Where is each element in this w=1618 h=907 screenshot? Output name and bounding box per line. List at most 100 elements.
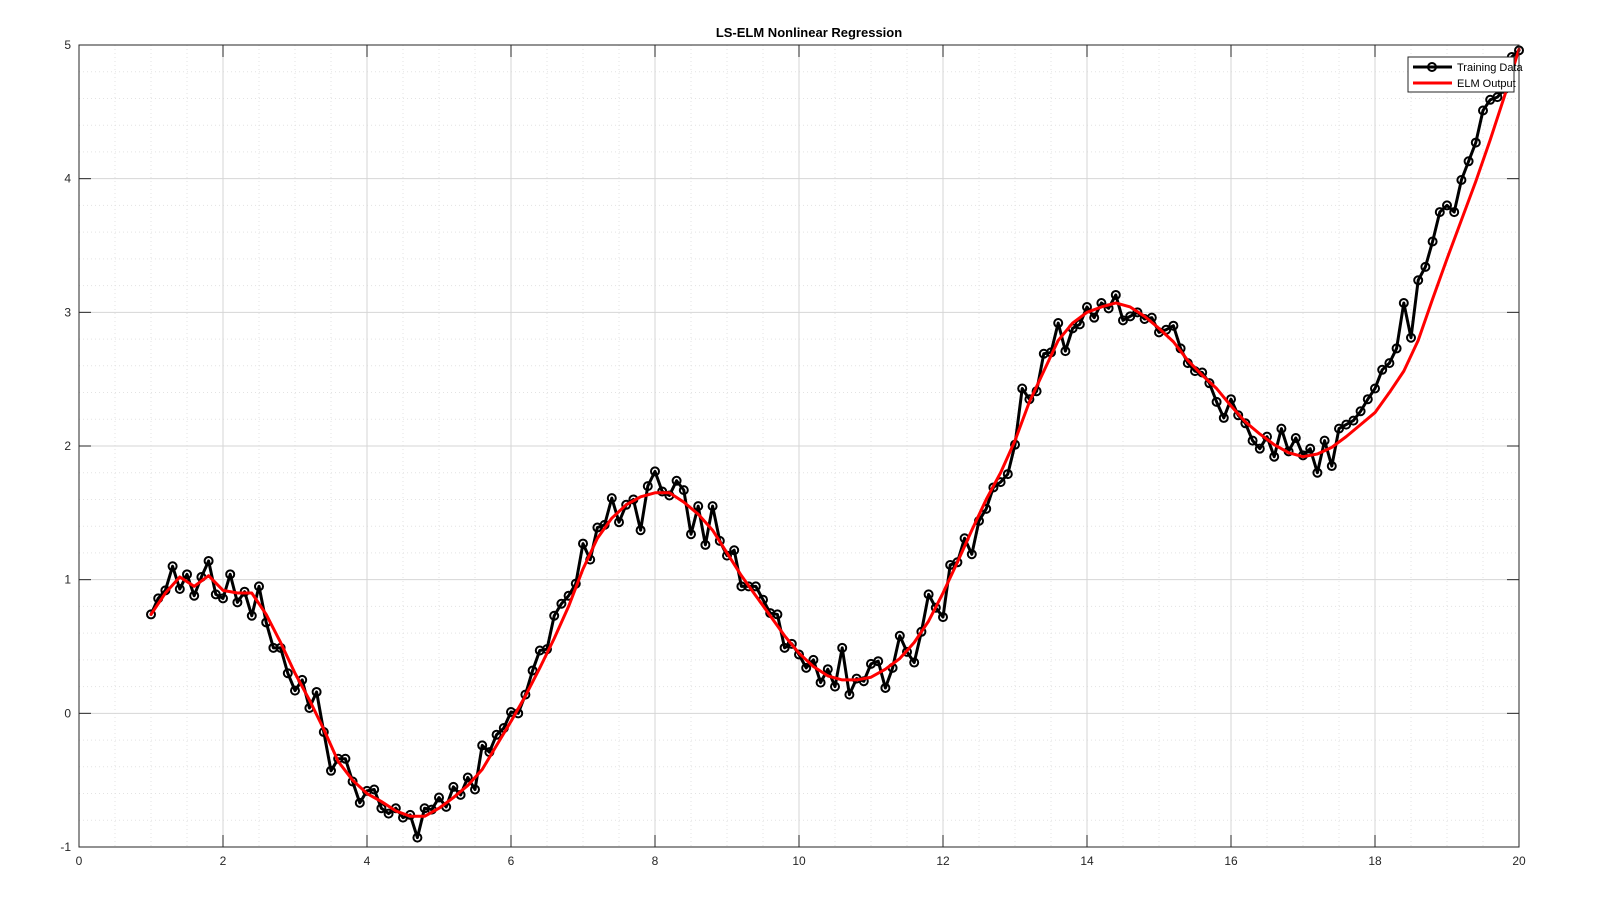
x-tick-label: 6 xyxy=(508,854,515,868)
training-data-point xyxy=(1233,410,1244,421)
training-data-point xyxy=(1254,443,1265,454)
y-tick-label: -1 xyxy=(60,840,71,854)
training-data-point xyxy=(1110,289,1121,300)
training-data-point xyxy=(894,630,905,641)
training-data-point xyxy=(477,740,488,751)
training-data-point xyxy=(786,638,797,649)
training-data-point xyxy=(1060,346,1071,357)
training-data-point xyxy=(880,682,891,693)
y-tick-label: 1 xyxy=(64,573,71,587)
training-data-point xyxy=(383,808,394,819)
training-data-point xyxy=(1420,261,1431,272)
training-data-point xyxy=(527,665,538,676)
training-data-point xyxy=(1204,378,1215,389)
x-tick-label: 10 xyxy=(792,854,806,868)
training-data-point xyxy=(1118,315,1128,326)
x-tick-label: 14 xyxy=(1080,854,1094,868)
x-tick-label: 8 xyxy=(652,854,659,868)
chart-title: LS-ELM Nonlinear Regression xyxy=(716,25,902,40)
training-data-point xyxy=(462,772,473,783)
training-data-point xyxy=(693,501,704,512)
training-data-point xyxy=(225,569,236,580)
training-data-point xyxy=(1478,105,1488,116)
x-tick-label: 0 xyxy=(76,854,83,868)
training-data-point xyxy=(1348,415,1359,426)
training-data-point xyxy=(376,803,387,814)
x-tick-label: 20 xyxy=(1512,854,1526,868)
training-data-point xyxy=(801,662,812,673)
training-data-point xyxy=(1276,423,1287,434)
training-data-point xyxy=(686,529,696,540)
training-data-point xyxy=(1362,394,1373,405)
training-data-point xyxy=(1002,469,1013,480)
training-data-point xyxy=(246,610,257,621)
y-tick-label: 3 xyxy=(64,305,71,319)
training-data-point xyxy=(549,610,560,621)
training-data-point xyxy=(1341,419,1352,430)
x-tick-label: 4 xyxy=(364,854,371,868)
y-tick-label: 4 xyxy=(64,172,71,186)
x-tick-label: 18 xyxy=(1368,854,1382,868)
training-data-point xyxy=(822,664,833,675)
training-data-point xyxy=(1269,451,1280,462)
training-data-point xyxy=(1384,358,1395,369)
training-data-point xyxy=(1125,311,1136,322)
training-data-point xyxy=(750,581,761,592)
training-data-point xyxy=(1326,461,1337,472)
series-layer xyxy=(146,45,1524,843)
training-data-point xyxy=(174,584,185,595)
training-data-point xyxy=(434,792,444,803)
training-data-point xyxy=(1334,423,1344,434)
y-tick-label: 5 xyxy=(64,38,71,52)
training-data-point xyxy=(909,657,920,668)
training-data-point xyxy=(326,765,336,776)
training-data-point xyxy=(412,832,423,843)
y-tick-label: 0 xyxy=(64,706,71,720)
x-tick-label: 12 xyxy=(936,854,950,868)
training-data-point xyxy=(1406,332,1416,343)
legend-box xyxy=(1407,56,1515,93)
training-data-point xyxy=(146,609,156,620)
training-data-point xyxy=(1211,396,1222,407)
training-data-point xyxy=(642,481,653,492)
training-data-point xyxy=(218,593,228,604)
training-data-point xyxy=(1168,320,1179,331)
training-data-point xyxy=(1413,275,1424,286)
training-data-point xyxy=(354,797,365,808)
training-data-point xyxy=(635,525,646,536)
elm-output-line xyxy=(149,47,1521,818)
training-data-point xyxy=(1053,318,1064,329)
training-data-point xyxy=(923,589,934,600)
training-data-point xyxy=(1247,435,1258,446)
training-data-point xyxy=(1290,432,1301,443)
training-data-point xyxy=(621,499,632,510)
training-data-point xyxy=(830,681,840,692)
training-data-point xyxy=(1463,156,1474,167)
training-data-point xyxy=(1312,467,1323,478)
training-data-point xyxy=(448,781,459,792)
training-data-point xyxy=(700,539,711,550)
training-data-point xyxy=(167,561,178,572)
training-data-point xyxy=(340,753,351,764)
legend-swatch-marker xyxy=(1427,62,1437,72)
legend: Training Data ELM Output xyxy=(1407,56,1524,93)
training-data-point xyxy=(470,784,480,795)
training-data-point xyxy=(1370,383,1380,394)
x-tick-label: 2 xyxy=(220,854,227,868)
training-data-point xyxy=(1398,297,1409,308)
training-data-point xyxy=(930,602,941,613)
training-data-point xyxy=(815,677,826,688)
training-data-point xyxy=(1492,92,1503,103)
training-data-point xyxy=(578,538,588,549)
training-data-point xyxy=(311,686,322,697)
training-data-point xyxy=(282,668,293,679)
training-data-point xyxy=(1427,236,1438,247)
training-data-point xyxy=(1470,137,1481,148)
training-data-point xyxy=(1442,200,1452,211)
training-data-point xyxy=(714,535,725,546)
training-data-point xyxy=(189,590,200,601)
training-data-point xyxy=(729,545,740,556)
training-data-point xyxy=(290,685,300,696)
